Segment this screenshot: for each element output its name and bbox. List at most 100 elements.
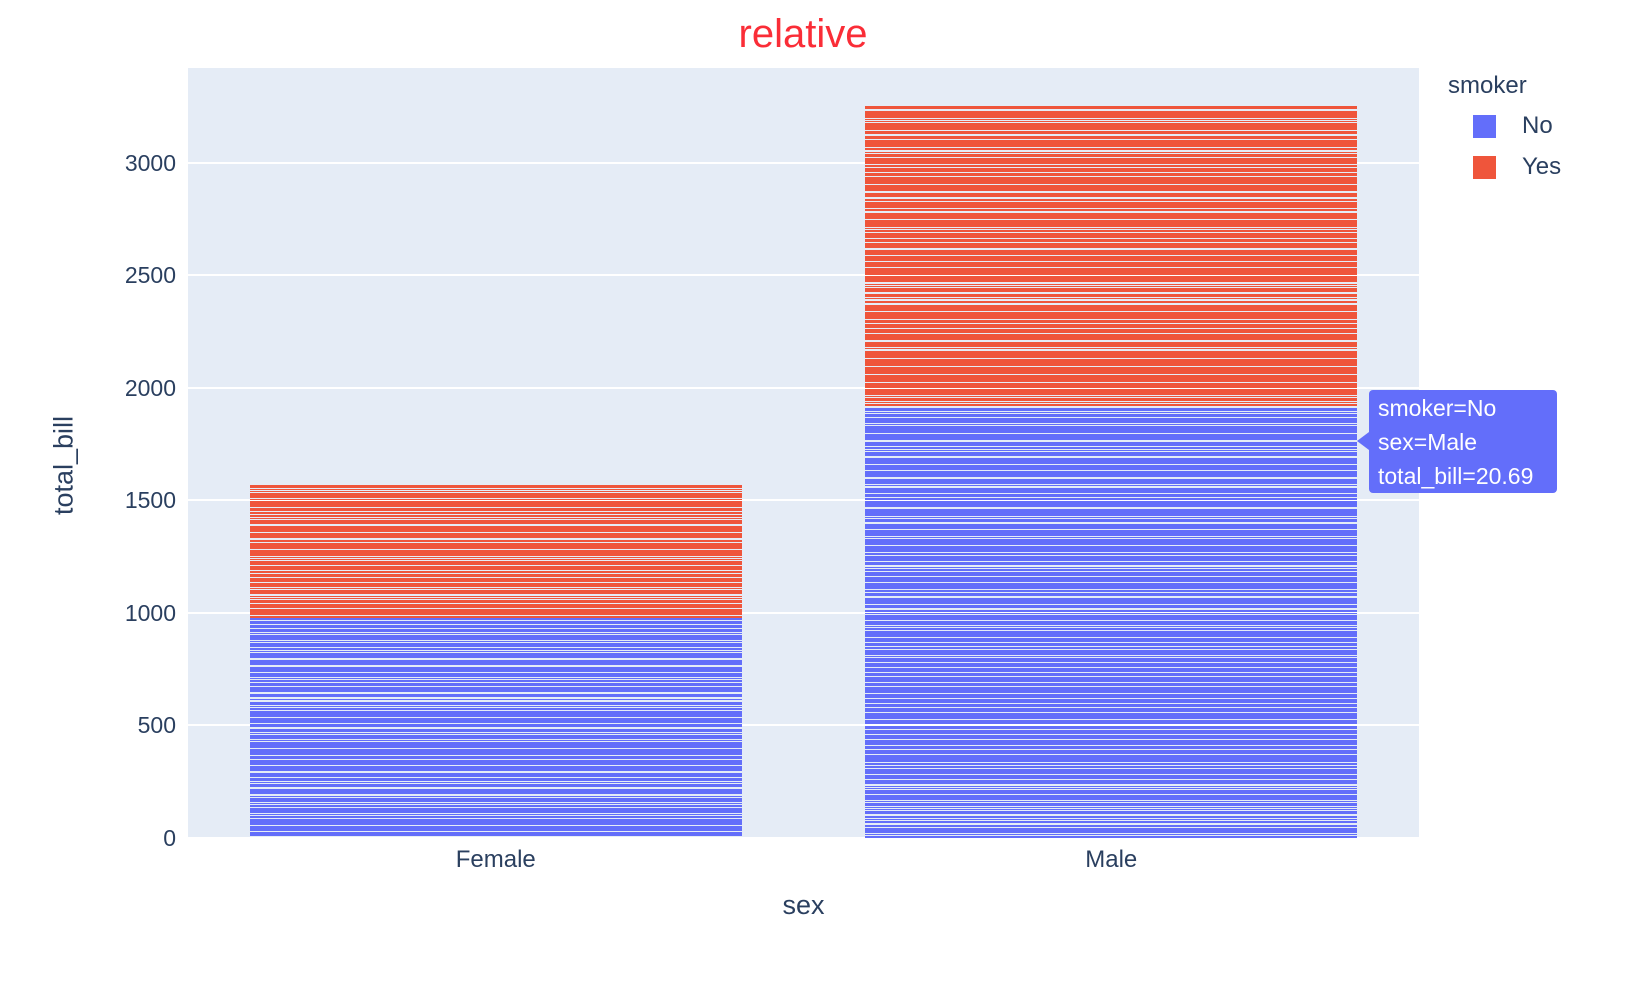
record-stripe: [865, 749, 1358, 754]
record-stripe: [249, 817, 742, 818]
record-stripe: [865, 348, 1358, 350]
record-stripe: [865, 755, 1358, 762]
record-stripe: [865, 682, 1358, 684]
record-stripe: [865, 569, 1358, 572]
y-tick-label-500: 500: [137, 712, 176, 739]
record-stripe: [249, 654, 742, 659]
record-stripe: [865, 698, 1358, 703]
record-stripe: [865, 510, 1358, 516]
record-stripe: [865, 725, 1358, 730]
record-stripe: [249, 755, 742, 759]
record-stripe: [865, 834, 1358, 836]
record-stripe: [865, 487, 1358, 493]
record-stripe: [865, 818, 1358, 820]
bar-male-yes[interactable]: [865, 105, 1358, 406]
record-stripe: [865, 779, 1358, 785]
record-stripe: [865, 500, 1358, 502]
x-tick-label-male: Male: [1085, 846, 1138, 873]
record-stripe: [865, 426, 1358, 433]
record-stripe: [865, 811, 1358, 815]
record-stripe: [249, 640, 742, 642]
record-stripe: [249, 717, 742, 723]
record-stripe: [865, 546, 1358, 552]
legend-swatch-yes: [1473, 155, 1496, 179]
record-stripe: [249, 489, 742, 490]
record-stripe: [865, 312, 1358, 319]
record-stripe: [249, 543, 742, 549]
record-stripe: [865, 746, 1358, 749]
record-stripe: [865, 673, 1358, 676]
bar-male-no[interactable]: [865, 406, 1358, 838]
record-stripe: [865, 389, 1358, 395]
record-stripe: [865, 153, 1358, 158]
bar-female-yes[interactable]: [249, 484, 742, 618]
record-stripe: [249, 556, 742, 558]
record-stripe: [865, 643, 1358, 646]
gridline-y-1500: [188, 499, 1419, 502]
record-stripe: [249, 608, 742, 615]
record-stripe: [249, 825, 742, 832]
record-stripe: [865, 414, 1358, 418]
record-stripe: [865, 198, 1358, 202]
record-stripe: [865, 523, 1358, 529]
record-stripe: [865, 158, 1358, 164]
record-stripe: [865, 172, 1358, 176]
hover-tooltip-arrow: [1357, 432, 1369, 450]
record-stripe: [865, 329, 1358, 334]
record-stripe: [865, 824, 1358, 827]
record-stripe: [865, 275, 1358, 283]
legend-label: Yes: [1522, 153, 1562, 180]
record-stripe: [249, 772, 742, 774]
bar-female-no[interactable]: [249, 618, 742, 838]
record-stripe: [249, 570, 742, 573]
record-stripe: [865, 809, 1358, 811]
record-stripe: [865, 167, 1358, 172]
chart-title: relative: [738, 12, 868, 56]
record-stripe: [249, 765, 742, 772]
record-stripe: [865, 185, 1358, 192]
record-stripe: [865, 766, 1358, 769]
gridline-y-1000: [188, 611, 1419, 614]
legend-item-no[interactable]: No: [1434, 112, 1634, 140]
record-stripe: [865, 519, 1358, 523]
record-stripe: [865, 577, 1358, 583]
y-tick-label-2000: 2000: [124, 374, 176, 401]
legend-item-yes[interactable]: Yes: [1434, 153, 1634, 181]
record-stripe: [865, 334, 1358, 341]
record-stripe: [865, 446, 1358, 449]
record-stripe: [249, 588, 742, 589]
record-stripe: [249, 701, 742, 705]
legend-title: smoker: [1448, 72, 1527, 99]
record-stripe: [249, 501, 742, 508]
legend-label: No: [1522, 112, 1553, 139]
record-stripe: [865, 402, 1358, 403]
record-stripe: [865, 176, 1358, 184]
record-stripe: [865, 233, 1358, 238]
record-stripe: [249, 651, 742, 652]
record-stripe: [865, 398, 1358, 402]
record-stripe: [865, 730, 1358, 735]
record-stripe: [249, 532, 742, 539]
record-stripe: [865, 304, 1358, 311]
record-stripe: [249, 788, 742, 795]
record-stripe: [865, 418, 1358, 423]
record-stripe: [865, 802, 1358, 807]
record-stripe: [249, 666, 742, 672]
record-stripe: [865, 740, 1358, 745]
record-stripe: [249, 597, 742, 599]
record-stripe: [865, 694, 1358, 698]
record-stripe: [249, 815, 742, 817]
record-stripe: [865, 529, 1358, 536]
record-stripe: [865, 320, 1358, 323]
record-stripe: [249, 652, 742, 654]
record-stripe: [865, 707, 1358, 712]
record-stripe: [865, 341, 1358, 347]
record-stripe: [865, 465, 1358, 470]
record-stripe: [865, 537, 1358, 539]
record-stripe: [865, 807, 1358, 808]
record-stripe: [249, 693, 742, 698]
record-stripe: [865, 249, 1358, 255]
record-stripe: [249, 819, 742, 825]
record-stripe: [249, 781, 742, 784]
record-stripe: [249, 807, 742, 813]
